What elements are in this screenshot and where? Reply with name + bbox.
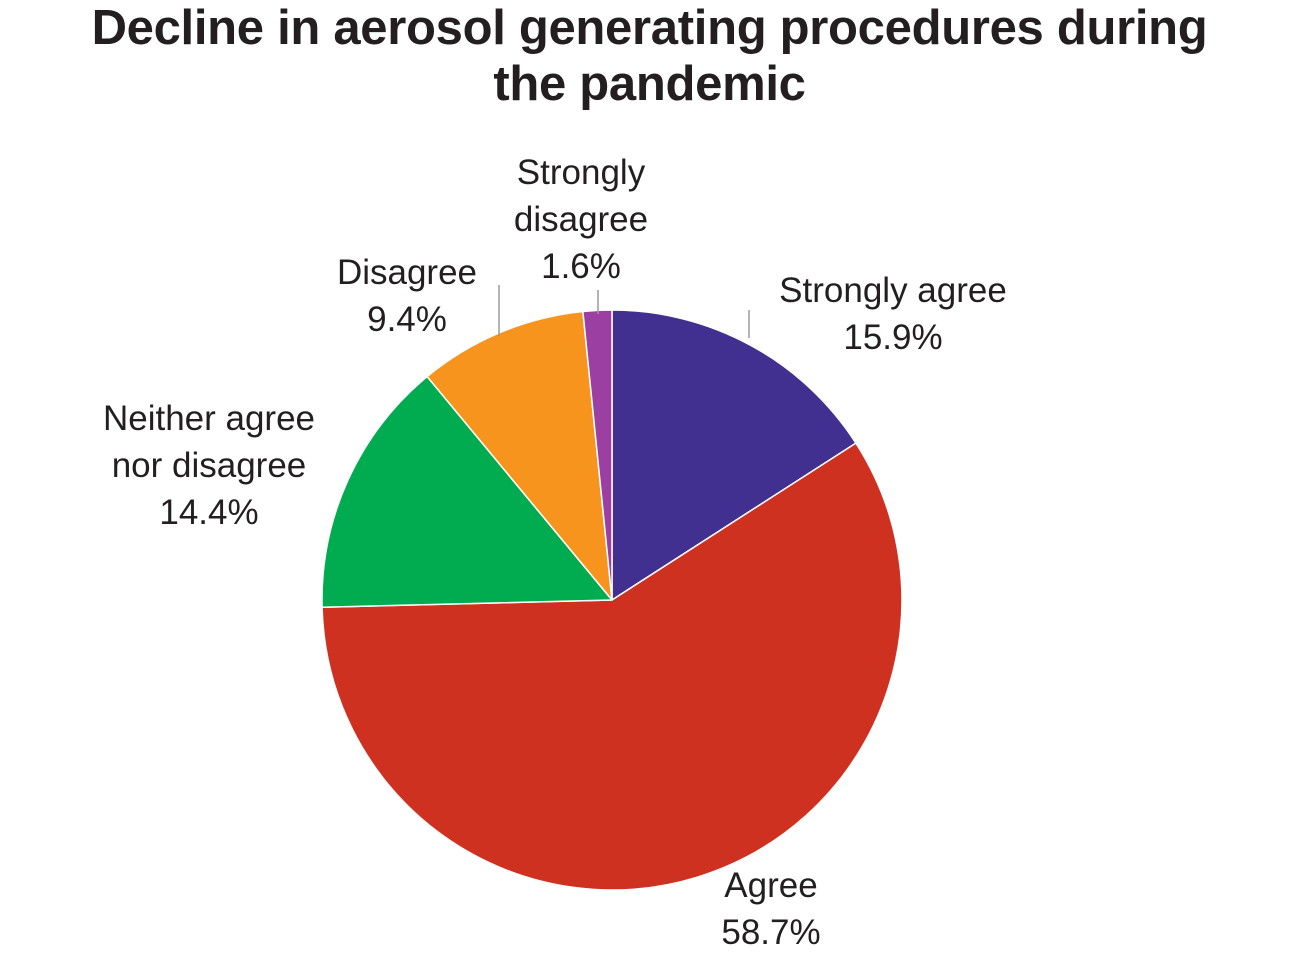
slice-label-text-agree: Agree	[724, 866, 817, 905]
slice-label-disagree: Disagree 9.4%	[337, 253, 477, 339]
slice-label-text-neither-agree-nor-disagree: Neither agree	[103, 399, 315, 438]
chart-title-line-1: Decline in aerosol generating procedures…	[91, 1, 1208, 55]
slice-value-agree: 58.7%	[721, 913, 820, 952]
chart-title: Decline in aerosol generating procedures…	[0, 0, 1299, 112]
slice-label-agree: Agree 58.7%	[721, 866, 820, 952]
slice-label-text-disagree: Disagree	[337, 253, 477, 292]
slice-label-text-strongly-disagree: disagree	[514, 200, 648, 239]
pie-slice-disagree	[426, 310, 613, 601]
pie-slice-strongly-agree	[611, 309, 857, 601]
slice-value-neither-agree-nor-disagree: 14.4%	[159, 493, 258, 532]
pie-slice-agree	[321, 442, 903, 891]
slice-value-disagree: 9.4%	[367, 300, 447, 339]
slice-label-strongly-disagree: Strongly disagree 1.6%	[514, 153, 648, 286]
slice-label-neither-agree-nor-disagree: Neither agree nor disagree 14.4%	[103, 399, 315, 532]
slice-value-strongly-disagree: 1.6%	[541, 247, 621, 286]
slice-label-text-strongly-agree: Strongly agree	[779, 271, 1007, 310]
chart-title-line-2: the pandemic	[493, 57, 806, 111]
pie-slice-neither-agree-nor-disagree	[321, 375, 613, 609]
slice-value-strongly-agree: 15.9%	[843, 318, 942, 357]
slice-label-text-neither-agree-nor-disagree: nor disagree	[112, 446, 307, 485]
slice-label-text-strongly-disagree: Strongly	[517, 153, 646, 192]
slice-label-strongly-agree: Strongly agree 15.9%	[779, 271, 1007, 357]
